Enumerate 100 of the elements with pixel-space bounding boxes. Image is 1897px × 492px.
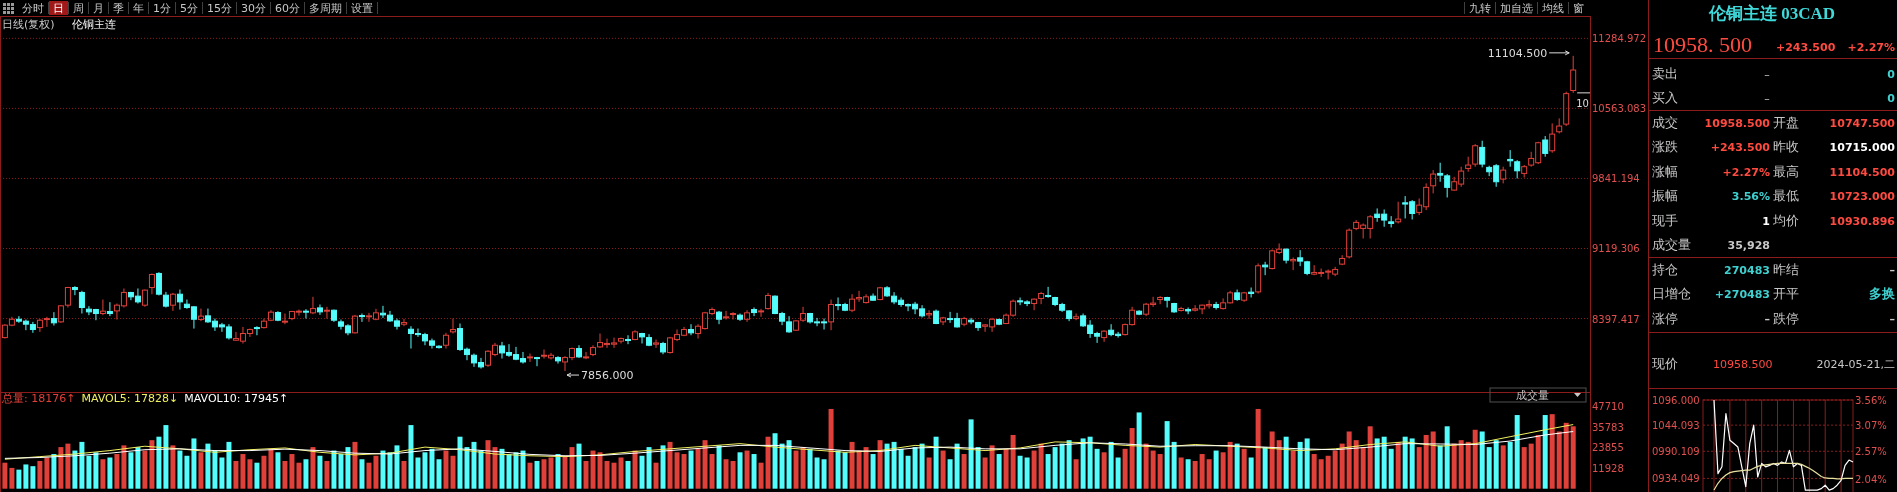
bar: [1080, 438, 1086, 489]
y-tick-label: 1044.093: [1652, 420, 1700, 432]
bar: [338, 454, 344, 489]
text: +243.500: [1710, 141, 1771, 154]
text: –: [1764, 313, 1770, 326]
text: 现价: [1652, 356, 1678, 371]
bar: [1192, 460, 1198, 489]
text: 均线: [1541, 2, 1564, 15]
text: 10723.000: [1829, 190, 1896, 203]
bar: [877, 440, 883, 489]
bar: [107, 457, 113, 489]
bar: [709, 454, 715, 489]
bar: [58, 447, 64, 489]
bar: [394, 445, 400, 489]
bar: [548, 457, 554, 489]
annotation: 7856.000: [581, 369, 634, 383]
bar: [310, 447, 316, 489]
bar: [86, 455, 92, 489]
text: 0: [1887, 68, 1896, 81]
bar: [632, 450, 638, 489]
bar: [618, 457, 624, 489]
text: 最低: [1773, 188, 1799, 203]
bar: [16, 469, 22, 489]
bar: [1507, 441, 1513, 489]
bar: [324, 460, 330, 489]
bar: [1318, 459, 1324, 489]
text: 持仓: [1652, 262, 1678, 277]
bar: [569, 447, 575, 489]
y2-tick-label: 3.07%: [1855, 420, 1887, 432]
bar: [1486, 447, 1492, 489]
bar: [478, 450, 484, 489]
bar: [149, 440, 155, 489]
bar: [968, 419, 974, 489]
bar: [408, 425, 414, 489]
bar: [1297, 441, 1303, 489]
text: 1: [1762, 215, 1770, 228]
bar: [590, 450, 596, 489]
bar: [604, 460, 610, 489]
bar: [163, 425, 169, 489]
text: 加自选: [1500, 2, 1533, 15]
bar: [184, 455, 190, 489]
text: 35,928: [1727, 239, 1770, 252]
bar: [240, 454, 246, 489]
bar: [1066, 440, 1072, 489]
text: 日: [53, 2, 64, 15]
bar: [541, 459, 547, 489]
bar: [989, 445, 995, 489]
text: 3.56%: [1731, 190, 1770, 203]
bar: [765, 436, 771, 489]
bar: [1528, 443, 1534, 489]
y-tick-label: 0934.049: [1652, 473, 1700, 485]
bar: [534, 460, 540, 489]
bar: [1388, 448, 1394, 489]
bar: [625, 460, 631, 489]
text: 卖出: [1652, 66, 1678, 81]
y2-tick-label: 2.04%: [1855, 473, 1887, 485]
y2-tick-label: 2.57%: [1855, 446, 1887, 458]
text: 跌停: [1773, 311, 1799, 326]
bar: [296, 462, 302, 489]
bar: [695, 448, 701, 489]
annotation: 10: [1576, 97, 1589, 109]
text: MAVOL5: 17828↓: [81, 392, 179, 405]
text: 涨幅: [1652, 164, 1678, 179]
bar: [1479, 431, 1485, 489]
bar: [23, 464, 29, 489]
bar: [373, 455, 379, 489]
text: –: [1889, 264, 1895, 277]
text: +270483: [1714, 288, 1770, 301]
bar: [660, 445, 666, 489]
bar: [1150, 450, 1156, 489]
bar: [891, 441, 897, 489]
text: 成交: [1652, 115, 1678, 130]
bar: [1157, 454, 1163, 489]
bar: [1346, 431, 1352, 489]
bar: [30, 466, 36, 489]
y2-tick-label: 3.56%: [1855, 395, 1887, 406]
bar: [72, 450, 78, 489]
bar: [1031, 450, 1037, 489]
text: +243.500: [1776, 41, 1836, 54]
bar: [1437, 445, 1443, 489]
bar: [562, 455, 568, 489]
bar: [653, 462, 659, 489]
bar: [1360, 447, 1366, 489]
y-tick-label: 1096.000: [1652, 395, 1700, 406]
bar: [1045, 454, 1051, 489]
bar: [1213, 450, 1219, 489]
y-tick-label: 8397.417: [1592, 313, 1640, 325]
bar: [842, 452, 848, 489]
bar: [898, 448, 904, 489]
bar: [884, 443, 890, 489]
bar: [1269, 431, 1275, 489]
text: 分时: [22, 2, 44, 15]
text: 买入: [1652, 90, 1678, 105]
bar: [233, 460, 239, 489]
bar: [863, 447, 869, 489]
text: +2.27%: [1847, 41, 1895, 54]
text: 设置: [351, 2, 373, 15]
bar: [1549, 414, 1555, 489]
text: 总量: 18176↑: [1, 392, 76, 405]
bar: [156, 436, 162, 489]
